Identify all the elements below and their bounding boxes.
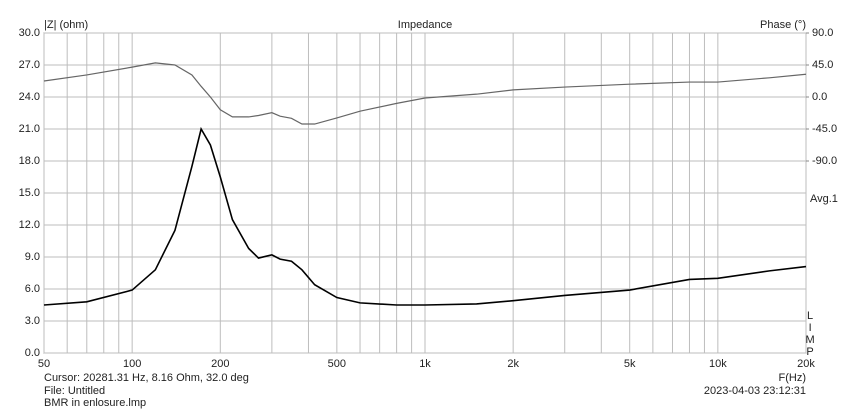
x-tick-label: 50 [38,358,50,370]
y-tick-label: 30.0 [19,27,40,39]
x-axis-label: F(Hz) [779,372,807,384]
file-name: BMR in enlosure.lmp [44,397,146,409]
y2-tick-label: 0.0 [812,91,827,103]
y-tick-label: 3.0 [25,315,40,327]
x-tick-label: 100 [123,358,141,370]
file-label: File: Untitled [44,385,105,397]
y-tick-label: 21.0 [19,123,40,135]
series-line [43,62,807,125]
timestamp: 2023-04-03 23:12:31 [704,385,806,397]
x-tick-label: 10k [709,358,727,370]
y-tick-label: 6.0 [25,283,40,295]
y-tick-label: 0.0 [25,347,40,359]
y-tick-label: 27.0 [19,59,40,71]
series-line [43,126,807,306]
x-tick-label: 2k [507,358,519,370]
y-tick-label: 12.0 [19,219,40,231]
side-label: LIMP [804,310,816,358]
x-tick-label: 20k [797,358,815,370]
y-tick-label: 24.0 [19,91,40,103]
y2-tick-label: -45.0 [812,123,837,135]
y2-tick-label: 90.0 [812,27,833,39]
y-axis-label: |Z| (ohm) [44,19,88,31]
y2-axis-label: Phase (°) [760,19,806,31]
cursor-readout: Cursor: 20281.31 Hz, 8.16 Ohm, 32.0 deg [44,372,249,384]
y-tick-label: 9.0 [25,251,40,263]
x-tick-label: 200 [211,358,229,370]
x-tick-label: 1k [419,358,431,370]
annotation: Avg.1 [810,193,838,205]
y-tick-label: 18.0 [19,155,40,167]
chart-title: Impedance [398,19,452,31]
y-tick-label: 15.0 [19,187,40,199]
y2-tick-label: 45.0 [812,59,833,71]
x-tick-label: 500 [328,358,346,370]
x-tick-label: 5k [624,358,636,370]
y2-tick-label: -90.0 [812,155,837,167]
